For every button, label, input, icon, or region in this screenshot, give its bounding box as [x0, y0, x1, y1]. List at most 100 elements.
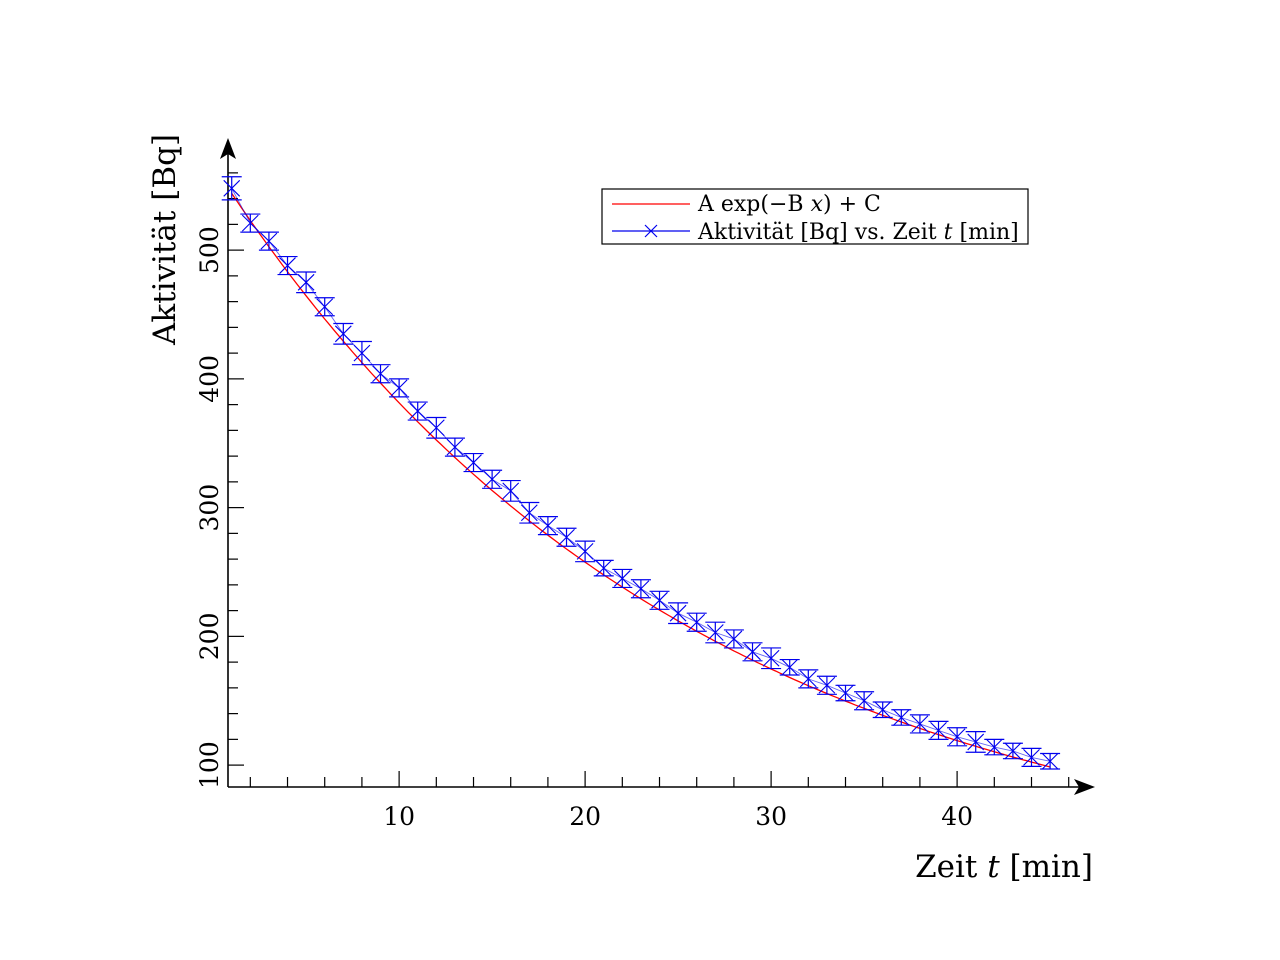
- data-point: [891, 709, 912, 726]
- data-marker: [502, 482, 520, 500]
- data-marker: [520, 504, 538, 522]
- legend: A exp(−B x) + C Aktivität [Bq] vs. Zeit …: [601, 188, 1029, 245]
- data-marker: [465, 454, 482, 471]
- data-point: [965, 731, 986, 753]
- data-point: [258, 231, 279, 251]
- data-point: [649, 590, 670, 610]
- data-point: [779, 658, 800, 676]
- data-marker: [446, 438, 464, 456]
- data-point: [221, 176, 242, 201]
- data-point: [705, 621, 726, 644]
- data-point: [463, 452, 484, 473]
- data-marker: [874, 701, 892, 719]
- data-point: [333, 322, 354, 345]
- data-marker: [725, 630, 743, 648]
- data-marker: [837, 684, 854, 702]
- ticks: 10 20 30 40 100 200 300 400 500: [195, 172, 1070, 831]
- legend-box: [601, 188, 1029, 245]
- y-tick-label: 300: [195, 484, 224, 532]
- data-marker: [260, 232, 278, 250]
- x-axis-arrow: [1074, 779, 1095, 795]
- data-marker: [539, 517, 557, 535]
- x-tick-label: 40: [941, 802, 973, 831]
- data-points-layer: [221, 176, 1061, 770]
- data-marker: [967, 733, 985, 751]
- data-marker: [669, 604, 687, 622]
- data-marker: [334, 325, 352, 343]
- data-marker: [762, 649, 780, 667]
- data-marker: [948, 728, 966, 746]
- data-marker: [613, 570, 631, 587]
- data-marker: [1041, 752, 1059, 770]
- data-marker: [595, 559, 613, 577]
- data-point: [1040, 752, 1061, 770]
- x-tick-label: 10: [383, 802, 415, 831]
- legend-data-label: Aktivität [Bq] vs. Zeit t [min]: [697, 220, 1019, 245]
- data-point: [630, 579, 651, 599]
- data-marker: [632, 580, 650, 598]
- data-marker: [1004, 742, 1022, 760]
- data-marker: [651, 591, 668, 609]
- data-marker: [576, 543, 594, 560]
- data-point: [351, 340, 372, 366]
- data-point: [872, 701, 893, 719]
- data-point: [426, 416, 447, 439]
- data-point: [500, 479, 521, 502]
- x-tick-label: 20: [569, 802, 601, 831]
- data-point: [947, 727, 968, 747]
- data-marker: [744, 643, 761, 661]
- data-marker: [297, 273, 315, 291]
- data-point: [984, 738, 1005, 756]
- data-point: [1002, 742, 1023, 760]
- data-point: [816, 675, 837, 695]
- data-point: [835, 684, 856, 702]
- legend-data-marker: [644, 224, 658, 238]
- x-axis-title: Zeit t [min]: [915, 849, 1093, 885]
- x-tick-label: 30: [755, 802, 787, 831]
- data-marker: [316, 298, 334, 316]
- data-point: [686, 612, 707, 632]
- data-marker: [372, 365, 389, 383]
- data-marker: [818, 676, 836, 694]
- data-point: [593, 559, 614, 577]
- y-tick-label: 400: [195, 355, 224, 403]
- data-marker: [390, 379, 408, 397]
- data-point: [370, 364, 391, 384]
- y-axis-arrow: [220, 138, 236, 159]
- data-point: [928, 720, 949, 740]
- data-point: [277, 255, 298, 276]
- data-marker: [911, 715, 929, 733]
- data-marker: [930, 721, 947, 739]
- data-marker: [558, 528, 575, 546]
- data-point: [742, 642, 763, 662]
- data-marker: [1023, 748, 1040, 766]
- y-tick-label: 100: [195, 741, 224, 789]
- data-point: [761, 647, 782, 670]
- data-point: [240, 213, 261, 233]
- data-point: [444, 437, 465, 457]
- data-point: [668, 602, 689, 625]
- data-marker: [223, 179, 241, 197]
- data-marker: [409, 402, 427, 420]
- data-point: [482, 469, 503, 489]
- data-marker: [279, 257, 296, 274]
- data-point: [1021, 747, 1042, 768]
- data-point: [575, 540, 596, 563]
- data-marker: [985, 738, 1003, 756]
- data-point: [389, 378, 410, 398]
- data-point: [407, 401, 428, 421]
- y-axis-title: Aktivität [Bq]: [147, 134, 183, 346]
- data-point: [519, 501, 540, 524]
- data-marker: [688, 613, 706, 631]
- data-marker: [799, 670, 817, 688]
- data-point: [314, 297, 335, 317]
- data-marker: [892, 709, 910, 726]
- data-point: [556, 527, 577, 547]
- data-marker: [781, 658, 799, 676]
- data-point: [296, 271, 317, 294]
- legend-fit-label: A exp(−B x) + C: [697, 192, 881, 217]
- data-point: [723, 629, 744, 649]
- data-point: [798, 669, 819, 689]
- data-marker: [855, 692, 873, 710]
